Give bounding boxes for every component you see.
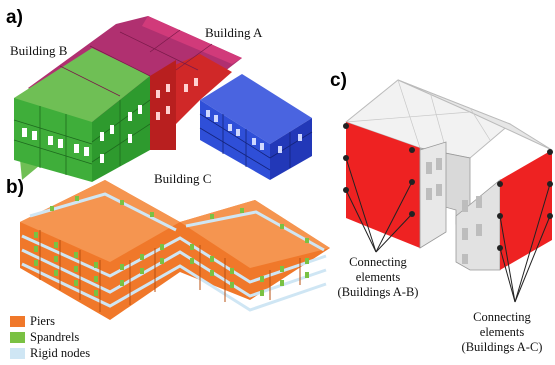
- leader-lines-ac: [499, 183, 551, 303]
- connector-label-ac: Connecting elements (Buildings A-C): [450, 310, 554, 355]
- connector-ac-line-2: elements: [479, 325, 525, 339]
- legend-swatch-spandrels: [10, 331, 25, 343]
- connector-ab-line-2: elements: [355, 270, 401, 284]
- spandrels: [34, 196, 309, 296]
- legend-swatch-rigid-nodes: [10, 347, 25, 359]
- panel-c-letter: c): [330, 70, 347, 91]
- building-c-label: Building C: [154, 171, 212, 186]
- legend-swatch-piers: [10, 315, 25, 327]
- panel-c-model: [343, 79, 553, 303]
- pier-edges: [39, 230, 301, 312]
- connector-ac-line-3: (Buildings A-C): [461, 340, 543, 354]
- panel-b-letter: b): [6, 177, 24, 198]
- red-wall-right: [500, 150, 552, 270]
- panel-a-letter: a): [6, 7, 23, 28]
- panel-b-model: [20, 180, 330, 320]
- legend-label-piers: Piers: [30, 313, 55, 328]
- connector-ab-line-3: (Buildings A-B): [337, 285, 419, 299]
- rigid-node-bands: [21, 192, 327, 312]
- building-a-label: Building A: [205, 25, 263, 40]
- connector-ac-line-1: Connecting: [473, 310, 531, 324]
- connector-label-ab: Connecting elements (Buildings A-B): [326, 255, 430, 300]
- legend-item-piers: Piers: [10, 313, 90, 329]
- legend-label-spandrels: Spandrels: [30, 329, 80, 344]
- legend-item-spandrels: Spandrels: [10, 329, 90, 345]
- building-b-label: Building B: [10, 43, 68, 58]
- leader-lines-ab: [345, 157, 413, 253]
- legend-label-rigid-nodes: Rigid nodes: [30, 345, 91, 360]
- panel-a-model: [13, 16, 313, 182]
- building-b-side-wall: [92, 76, 150, 182]
- legend-item-rigid-nodes: Rigid nodes: [10, 345, 90, 361]
- legend: Piers Spandrels Rigid nodes: [10, 313, 90, 361]
- connector-ab-line-1: Connecting: [349, 255, 407, 269]
- building-c-roof: [200, 74, 312, 144]
- building-c-side-wall: [270, 118, 312, 180]
- roof-ridge: [142, 16, 242, 64]
